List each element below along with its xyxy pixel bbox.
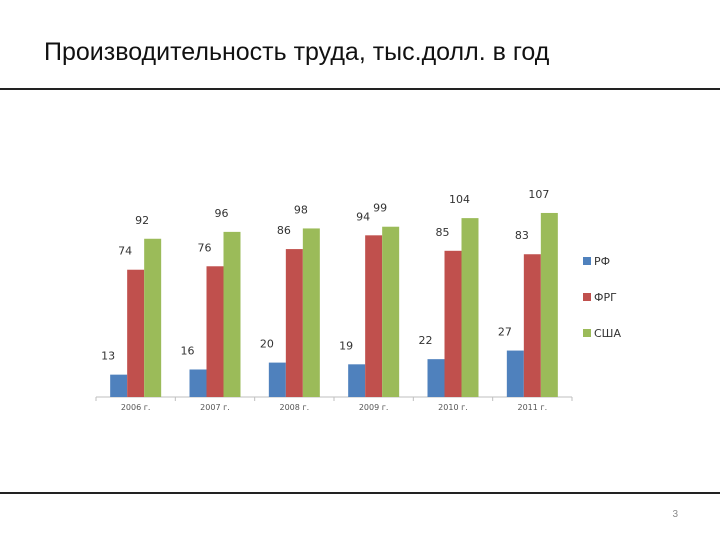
bar-США — [382, 226, 400, 397]
page-number: 3 — [672, 509, 678, 520]
bar-США — [461, 218, 479, 397]
data-label: 96 — [215, 207, 229, 220]
legend-swatch-РФ — [583, 257, 591, 265]
data-label: 104 — [449, 193, 470, 206]
legend-label-РФ: РФ — [594, 255, 610, 268]
bar-РФ — [110, 374, 128, 397]
bar-ФРГ — [206, 266, 224, 397]
data-label: 85 — [436, 226, 450, 239]
data-label: 83 — [515, 229, 529, 242]
footer-divider — [0, 492, 720, 494]
data-label: 86 — [277, 224, 291, 237]
bar-ФРГ — [285, 249, 303, 397]
bar-США — [540, 212, 558, 397]
bar-РФ — [427, 359, 445, 397]
legend-swatch-ФРГ — [583, 293, 591, 301]
data-label: 94 — [356, 210, 370, 223]
data-label: 20 — [260, 338, 274, 351]
legend-label-США: США — [594, 327, 621, 340]
x-tick-label: 2010 г. — [438, 403, 468, 412]
data-label: 98 — [294, 203, 308, 216]
data-label: 107 — [528, 188, 549, 201]
data-label: 13 — [101, 350, 115, 363]
x-tick-label: 2009 г. — [359, 403, 389, 412]
data-label: 19 — [339, 339, 353, 352]
data-label: 76 — [198, 241, 212, 254]
bar-США — [302, 228, 320, 397]
x-tick-label: 2008 г. — [280, 403, 310, 412]
bar-РФ — [268, 362, 286, 397]
x-tick-label: 2006 г. — [121, 403, 151, 412]
bar-ФРГ — [365, 235, 383, 397]
bar-ФРГ — [444, 250, 462, 397]
bar-ФРГ — [127, 269, 145, 397]
bar-РФ — [506, 350, 524, 397]
data-label: 99 — [373, 202, 387, 215]
data-label: 74 — [118, 245, 132, 258]
data-label: 16 — [181, 344, 195, 357]
title-divider — [0, 88, 720, 90]
x-tick-label: 2007 г. — [200, 403, 230, 412]
bar-США — [144, 238, 162, 397]
bar-США — [223, 231, 241, 397]
x-tick-label: 2011 г. — [518, 403, 548, 412]
bar-РФ — [348, 364, 366, 397]
data-label: 27 — [498, 326, 512, 339]
legend-swatch-США — [583, 329, 591, 337]
slide-title: Производительность труда, тыс.долл. в го… — [44, 38, 550, 66]
legend-label-ФРГ: ФРГ — [594, 291, 617, 304]
data-label: 92 — [135, 214, 149, 227]
data-label: 22 — [419, 334, 433, 347]
bar-РФ — [189, 369, 207, 397]
bar-ФРГ — [523, 254, 541, 397]
